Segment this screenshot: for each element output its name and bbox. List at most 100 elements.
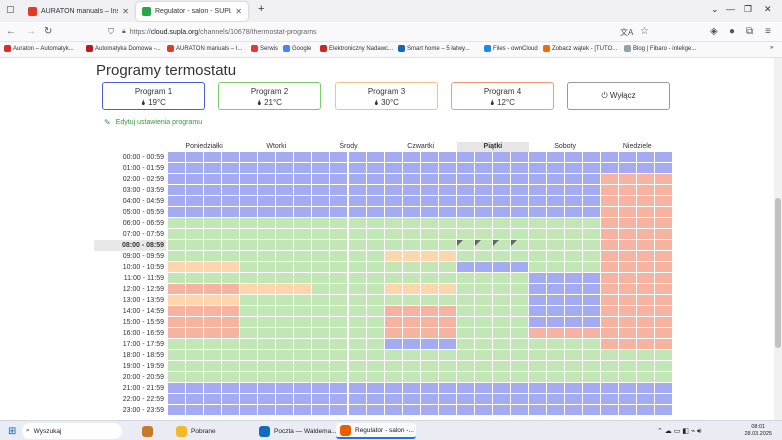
schedule-cell[interactable] [492, 328, 510, 338]
schedule-cell[interactable] [583, 196, 601, 206]
schedule-cell[interactable] [601, 240, 619, 250]
schedule-cell[interactable] [583, 218, 601, 228]
schedule-cell[interactable] [186, 306, 204, 316]
schedule-cell[interactable] [547, 196, 565, 206]
schedule-cell[interactable] [222, 372, 240, 382]
schedule-cell[interactable] [222, 361, 240, 371]
schedule-cell[interactable] [637, 317, 655, 327]
schedule-cell[interactable] [601, 207, 619, 217]
schedule-cell[interactable] [168, 328, 185, 338]
schedule-cell[interactable] [168, 284, 185, 294]
schedule-cell[interactable] [366, 196, 384, 206]
schedule-cell[interactable] [619, 185, 637, 195]
schedule-cell[interactable] [474, 284, 492, 294]
schedule-cell[interactable] [168, 163, 185, 173]
browser-tab[interactable]: AURATON manuals – Instrukcje ✕ [22, 2, 135, 21]
schedule-cell[interactable] [601, 229, 619, 239]
schedule-cell[interactable] [637, 350, 655, 360]
browser-tab[interactable]: Regulator - salon - SUPLA Cloud✕ [136, 2, 248, 21]
reload-icon[interactable]: ↻ [44, 26, 53, 37]
schedule-cell[interactable] [276, 284, 294, 294]
schedule-cell[interactable] [456, 284, 474, 294]
schedule-cell[interactable] [276, 361, 294, 371]
schedule-cell[interactable] [168, 229, 185, 239]
schedule-cell[interactable] [619, 405, 637, 415]
schedule-cell[interactable] [456, 383, 474, 393]
schedule-cell[interactable] [529, 207, 546, 217]
schedule-cell[interactable] [186, 218, 204, 228]
schedule-cell[interactable] [330, 163, 348, 173]
schedule-cell[interactable] [186, 207, 204, 217]
schedule-cell[interactable] [240, 163, 258, 173]
bookmark-item[interactable]: Google [283, 45, 311, 52]
schedule-cell[interactable] [258, 295, 276, 305]
schedule-cell[interactable] [655, 306, 673, 316]
taskbar-app[interactable]: Pobrane [172, 423, 250, 439]
schedule-cell[interactable] [186, 328, 204, 338]
schedule-cell[interactable] [510, 174, 528, 184]
schedule-cell[interactable] [366, 207, 384, 217]
schedule-cell[interactable] [294, 350, 312, 360]
schedule-cell[interactable] [438, 218, 456, 228]
schedule-cell[interactable] [529, 405, 546, 415]
schedule-cell[interactable] [330, 218, 348, 228]
bookmark-item[interactable]: Serwis [251, 45, 278, 52]
schedule-cell[interactable] [547, 328, 565, 338]
schedule-cell[interactable] [330, 174, 348, 184]
schedule-cell[interactable] [276, 262, 294, 272]
schedule-cell[interactable] [492, 240, 510, 250]
schedule-cell[interactable] [294, 383, 312, 393]
schedule-cell[interactable] [258, 317, 276, 327]
schedule-cell[interactable] [619, 218, 637, 228]
schedule-cell[interactable] [420, 350, 438, 360]
schedule-cell[interactable] [366, 361, 384, 371]
schedule-cell[interactable] [222, 229, 240, 239]
schedule-cell[interactable] [240, 207, 258, 217]
schedule-cell[interactable] [601, 372, 619, 382]
schedule-cell[interactable] [276, 240, 294, 250]
schedule-cell[interactable] [510, 251, 528, 261]
schedule-cell[interactable] [276, 383, 294, 393]
schedule-cell[interactable] [420, 383, 438, 393]
schedule-cell[interactable] [492, 251, 510, 261]
schedule-cell[interactable] [438, 405, 456, 415]
schedule-cell[interactable] [402, 163, 420, 173]
schedule-cell[interactable] [384, 306, 402, 316]
schedule-cell[interactable] [276, 317, 294, 327]
schedule-cell[interactable] [438, 152, 456, 162]
schedule-cell[interactable] [294, 196, 312, 206]
schedule-cell[interactable] [655, 207, 673, 217]
schedule-cell[interactable] [276, 152, 294, 162]
schedule-cell[interactable] [222, 328, 240, 338]
schedule-cell[interactable] [583, 229, 601, 239]
schedule-cell[interactable] [619, 284, 637, 294]
schedule-cell[interactable] [186, 383, 204, 393]
schedule-cell[interactable] [186, 350, 204, 360]
schedule-cell[interactable] [222, 251, 240, 261]
schedule-cell[interactable] [294, 394, 312, 404]
schedule-cell[interactable] [510, 372, 528, 382]
schedule-cell[interactable] [348, 273, 366, 283]
schedule-cell[interactable] [438, 306, 456, 316]
schedule-cell[interactable] [204, 240, 222, 250]
schedule-cell[interactable] [456, 317, 474, 327]
schedule-cell[interactable] [276, 328, 294, 338]
schedule-cell[interactable] [655, 196, 673, 206]
schedule-cell[interactable] [456, 306, 474, 316]
schedule-cell[interactable] [258, 273, 276, 283]
schedule-cell[interactable] [420, 207, 438, 217]
schedule-cell[interactable] [276, 394, 294, 404]
schedule-cell[interactable] [619, 273, 637, 283]
schedule-cell[interactable] [204, 207, 222, 217]
schedule-cell[interactable] [366, 273, 384, 283]
schedule-cell[interactable] [510, 350, 528, 360]
schedule-cell[interactable] [510, 240, 528, 250]
schedule-cell[interactable] [222, 317, 240, 327]
maximize-icon[interactable]: ❐ [744, 4, 753, 14]
schedule-cell[interactable] [565, 251, 583, 261]
schedule-cell[interactable] [420, 218, 438, 228]
schedule-cell[interactable] [547, 394, 565, 404]
schedule-cell[interactable] [258, 240, 276, 250]
schedule-cell[interactable] [456, 262, 474, 272]
schedule-cell[interactable] [637, 174, 655, 184]
